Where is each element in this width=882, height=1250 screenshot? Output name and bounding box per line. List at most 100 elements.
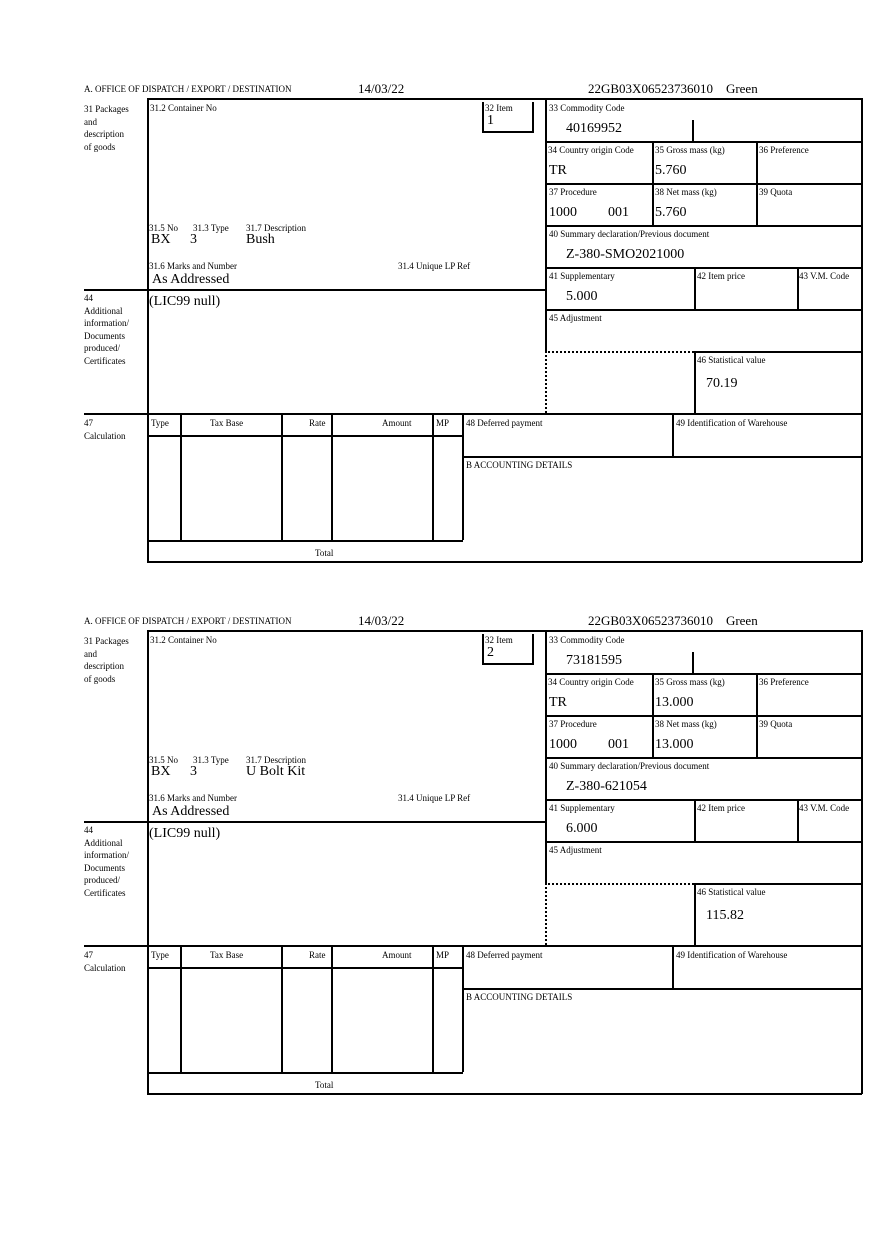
rule bbox=[462, 945, 464, 1072]
total-label: Total bbox=[315, 548, 334, 558]
warehouse-id-label: 49 Identification of Warehouse bbox=[676, 418, 788, 428]
rule bbox=[532, 102, 534, 131]
pkg-description-label: 31.7 Description bbox=[246, 755, 306, 765]
pkg-description-value: U Bolt Kit bbox=[246, 764, 306, 779]
rule bbox=[281, 945, 283, 1072]
statistical-value-value: 70.19 bbox=[706, 376, 738, 391]
rule bbox=[482, 663, 534, 665]
commodity-code-value: 40169952 bbox=[566, 121, 622, 136]
gross-mass-value: 5.760 bbox=[655, 163, 687, 178]
adjustment-label: 45 Adjustment bbox=[549, 313, 602, 323]
quota-label: 39 Quota bbox=[759, 719, 793, 729]
box44-label: 44 Additional information/ Documents pro… bbox=[84, 293, 129, 366]
rule bbox=[652, 141, 654, 225]
country-origin-label: 34 Country origin Code bbox=[548, 145, 634, 155]
gross-mass-value: 13.000 bbox=[655, 695, 694, 710]
country-origin-value: TR bbox=[549, 695, 567, 710]
rule bbox=[84, 945, 862, 947]
pkg-type-label: 31.3 Type bbox=[193, 223, 229, 233]
rule bbox=[147, 98, 862, 100]
rule bbox=[694, 351, 696, 413]
rule bbox=[331, 413, 333, 540]
pkg-description-value: Bush bbox=[246, 232, 275, 247]
summary-declaration-label: 40 Summary declaration/Previous document bbox=[549, 761, 710, 771]
pkg-description-label: 31.7 Description bbox=[246, 223, 306, 233]
rule bbox=[692, 120, 694, 141]
rule bbox=[331, 945, 333, 1072]
rule bbox=[84, 289, 546, 291]
pkg-type-label: 31.3 Type bbox=[193, 755, 229, 765]
customs-declaration-item: A. OFFICE OF DISPATCH / EXPORT / DESTINA… bbox=[0, 612, 882, 1102]
marks-numbers-value: As Addressed bbox=[152, 804, 230, 819]
item-price-label: 42 Item price bbox=[697, 803, 745, 813]
vm-code-label: 43 V.M. Code bbox=[799, 803, 850, 813]
item-price-label: 42 Item price bbox=[697, 271, 745, 281]
marks-numbers-label: 31.6 Marks and Number bbox=[149, 261, 237, 271]
supplementary-label: 41 Supplementary bbox=[549, 271, 615, 281]
procedure-label: 37 Procedure bbox=[549, 719, 597, 729]
calc-amount-header: Amount bbox=[382, 950, 412, 960]
supplementary-value: 6.000 bbox=[566, 821, 598, 836]
declaration-date: 14/03/22 bbox=[358, 81, 405, 96]
rule bbox=[694, 883, 696, 945]
vm-code-label: 43 V.M. Code bbox=[799, 271, 850, 281]
box31-label: 31 Packages and description of goods bbox=[84, 636, 129, 684]
calc-mp-header: MP bbox=[436, 950, 450, 960]
calc-rate-header: Rate bbox=[309, 950, 326, 960]
box47-label: 47 Calculation bbox=[84, 950, 126, 973]
rule bbox=[147, 630, 862, 632]
pkg-no-label: 31.5 No bbox=[149, 223, 178, 233]
rule bbox=[545, 267, 862, 269]
rule bbox=[756, 673, 758, 757]
procedure-additional-value: 001 bbox=[608, 737, 629, 752]
rule bbox=[147, 1072, 463, 1074]
statistical-value-label: 46 Statistical value bbox=[697, 355, 766, 365]
country-origin-label: 34 Country origin Code bbox=[548, 677, 634, 687]
rule bbox=[84, 821, 546, 823]
rule bbox=[147, 561, 862, 563]
declaration-date: 14/03/22 bbox=[358, 613, 405, 628]
item-label: 32 Item bbox=[485, 103, 513, 113]
rule bbox=[147, 435, 463, 437]
preference-label: 36 Preference bbox=[759, 677, 809, 687]
unique-lp-ref-label: 31.4 Unique LP Ref bbox=[398, 793, 471, 803]
box44-label: 44 Additional information/ Documents pro… bbox=[84, 825, 129, 898]
box47-label: 47 Calculation bbox=[84, 418, 126, 441]
pkg-type-value: 3 bbox=[190, 232, 197, 247]
item-value: 2 bbox=[487, 645, 494, 660]
dotted-rule bbox=[545, 351, 694, 353]
procedure-additional-value: 001 bbox=[608, 205, 629, 220]
total-label: Total bbox=[315, 1080, 334, 1090]
office-heading: A. OFFICE OF DISPATCH / EXPORT / DESTINA… bbox=[84, 84, 292, 94]
rule bbox=[672, 413, 674, 456]
preference-label: 36 Preference bbox=[759, 145, 809, 155]
summary-declaration-value: Z-380-SMO2021000 bbox=[566, 247, 685, 262]
rule bbox=[545, 841, 862, 843]
rule bbox=[180, 413, 182, 540]
commodity-code-label: 33 Commodity Code bbox=[549, 103, 625, 113]
rule bbox=[462, 988, 862, 990]
rule bbox=[545, 673, 862, 675]
commodity-code-value: 73181595 bbox=[566, 653, 622, 668]
rule bbox=[532, 634, 534, 663]
pkg-no-label: 31.5 No bbox=[149, 755, 178, 765]
calc-mp-header: MP bbox=[436, 418, 450, 428]
pkg-type-value: 3 bbox=[190, 764, 197, 779]
country-origin-value: TR bbox=[549, 163, 567, 178]
accounting-details-label: B ACCOUNTING DETAILS bbox=[466, 992, 573, 1002]
rule bbox=[545, 98, 547, 351]
summary-declaration-label: 40 Summary declaration/Previous document bbox=[549, 229, 710, 239]
adjustment-label: 45 Adjustment bbox=[549, 845, 602, 855]
rule bbox=[545, 715, 862, 717]
rule bbox=[147, 540, 463, 542]
additional-info-value: (LIC99 null) bbox=[149, 826, 221, 841]
rule bbox=[147, 98, 149, 562]
rule bbox=[147, 630, 149, 1094]
container-no-label: 31.2 Container No bbox=[150, 635, 217, 645]
gross-mass-label: 35 Gross mass (kg) bbox=[655, 677, 725, 687]
declaration-reference: 22GB03X06523736010 Green bbox=[588, 613, 758, 628]
container-no-label: 31.2 Container No bbox=[150, 103, 217, 113]
dotted-rule bbox=[545, 883, 694, 885]
rule bbox=[672, 945, 674, 988]
procedure-value: 1000 bbox=[549, 205, 577, 220]
